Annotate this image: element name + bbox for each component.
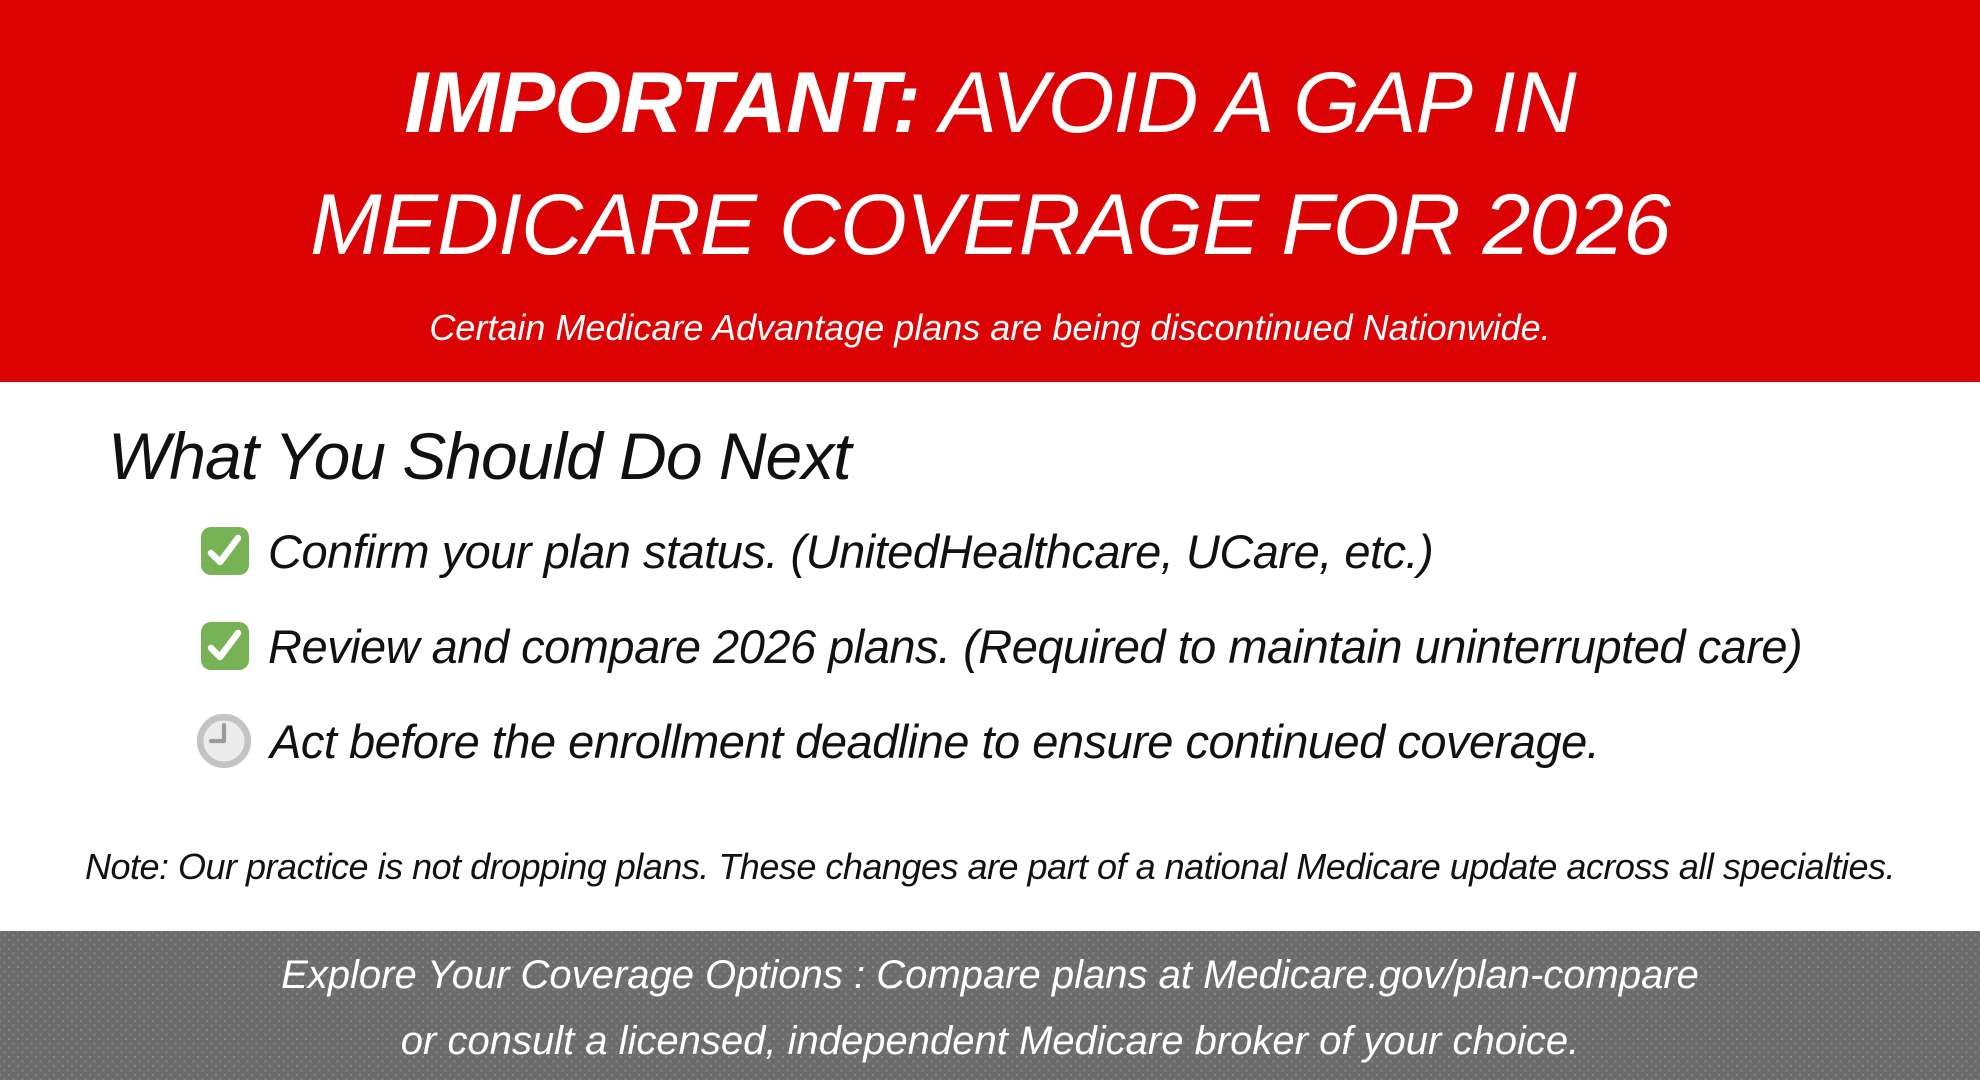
banner-title-rest: AVOID A GAP IN — [919, 55, 1577, 151]
footer-line1: Explore Your Coverage Options : Compare … — [281, 953, 1699, 997]
green-check-icon — [200, 526, 250, 576]
footer-line2: or consult a licensed, independent Medic… — [400, 1019, 1580, 1063]
checklist-item-text: Confirm your plan status. (UnitedHealthc… — [268, 524, 1434, 578]
green-check-icon — [200, 621, 250, 671]
checklist-item: Review and compare 2026 plans. (Required… — [200, 615, 1803, 677]
checklist-item-text: Review and compare 2026 plans. (Required… — [268, 619, 1803, 673]
checklist-item: Act before the enrollment deadline to en… — [196, 710, 1600, 772]
banner-title-emphasis: IMPORTANT: — [404, 55, 920, 151]
checklist-item-text: Act before the enrollment deadline to en… — [270, 714, 1600, 768]
footer-band: Explore Your Coverage Options : Compare … — [0, 931, 1980, 1080]
section-heading: What You Should Do Next — [108, 419, 852, 493]
banner-subtitle: Certain Medicare Advantage plans are bei… — [429, 307, 1551, 348]
alert-banner: IMPORTANT: AVOID A GAP IN MEDICARE COVER… — [0, 0, 1980, 382]
banner-title-line1: IMPORTANT: AVOID A GAP IN — [0, 56, 1980, 151]
practice-note: Note: Our practice is not dropping plans… — [84, 846, 1896, 887]
banner-title-line2: MEDICARE COVERAGE FOR 2026 — [310, 177, 1671, 273]
checklist-item: Confirm your plan status. (UnitedHealthc… — [200, 520, 1434, 582]
clock-icon — [196, 713, 252, 769]
